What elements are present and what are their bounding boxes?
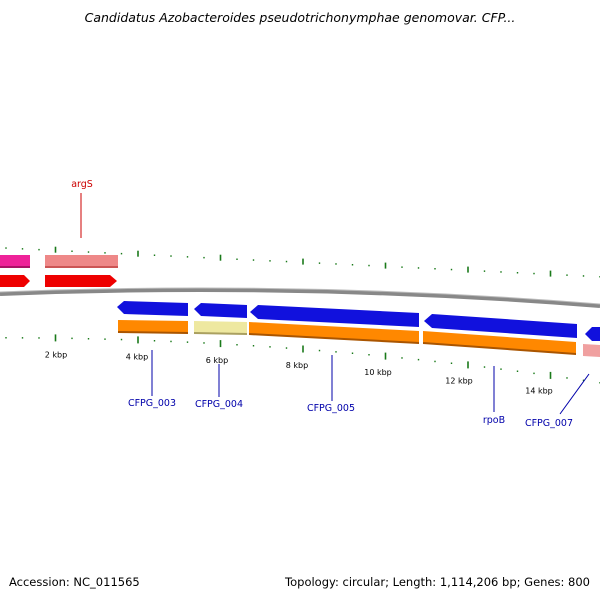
gene-label-CFPG_007[interactable]: CFPG_007 (525, 418, 573, 429)
CFPG_003-bar-shade (118, 331, 188, 334)
accession-label: Accession: (9, 575, 70, 589)
scale-label: 14 kbp (525, 386, 553, 395)
magenta-feature[interactable] (0, 255, 30, 268)
gene-label-CFPG_004[interactable]: CFPG_004 (195, 399, 243, 410)
red-cds-2[interactable] (45, 275, 117, 287)
CFPG_005-arrow[interactable] (250, 305, 419, 327)
length-label: Length: (392, 575, 437, 589)
genome-summary: Topology: circular; Length: 1,114,206 bp… (285, 575, 590, 589)
gene-label-CFPG_003[interactable]: CFPG_003 (128, 398, 176, 409)
gene-label-argS[interactable]: argS (71, 179, 93, 190)
rpoB-bar[interactable] (423, 331, 576, 354)
CFPG_004-arrow[interactable] (194, 303, 247, 318)
inner-tick-track (5, 334, 600, 384)
scale-label: 12 kbp (445, 376, 473, 385)
genes-label: Genes: (524, 575, 565, 589)
scale-label: 4 kbp (126, 352, 148, 361)
length-value: 1,114,206 bp (439, 575, 517, 589)
CFPG_003-arrow[interactable] (117, 301, 188, 316)
outer-tick-track (5, 246, 600, 278)
CFPG_007-leader (559, 373, 590, 415)
CFPG_004-bar-shade (194, 332, 247, 335)
argS-feature[interactable] (45, 255, 118, 268)
gene-label-rpoB[interactable]: rpoB (483, 415, 505, 426)
scale-label: 2 kbp (45, 350, 67, 359)
accession-info: Accession: NC_011565 (9, 575, 140, 589)
genes-value: 800 (568, 575, 590, 589)
gene-label-CFPG_005[interactable]: CFPG_005 (307, 403, 355, 414)
map-title: Candidatus Azobacteroides pseudotrichony… (84, 10, 516, 25)
rpoB-bar-shade (423, 342, 576, 355)
topology-value: circular (342, 575, 386, 589)
topology-label: Topology: (285, 575, 339, 589)
CFPG_003-bar[interactable] (118, 320, 188, 333)
CFPG_004-bar[interactable] (194, 321, 247, 334)
CFPG_005-bar[interactable] (249, 322, 419, 343)
magenta-feature-shade (0, 266, 30, 268)
accession-value: NC_011565 (73, 575, 140, 589)
scale-labels: 2 kbp 4 kbp 6 kbp 8 kbp 10 kbp 12 kbp 14 kbp (45, 350, 553, 395)
CFPG_007-arrow[interactable] (585, 327, 600, 341)
scale-label: 6 kbp (206, 356, 228, 365)
scale-label: 8 kbp (286, 361, 308, 370)
gene-labels: argS CFPG_003 CFPG_004 CFPG_005 rpoB CFP… (71, 179, 590, 429)
genome-backbone (0, 288, 600, 308)
red-cds-1[interactable] (0, 275, 30, 287)
CFPG_007-bar[interactable] (583, 344, 600, 357)
CFPG_005-bar-shade (249, 333, 419, 344)
argS-feature-shade (45, 266, 118, 268)
rpoB-arrow[interactable] (424, 314, 577, 338)
scale-label: 10 kbp (364, 368, 392, 377)
